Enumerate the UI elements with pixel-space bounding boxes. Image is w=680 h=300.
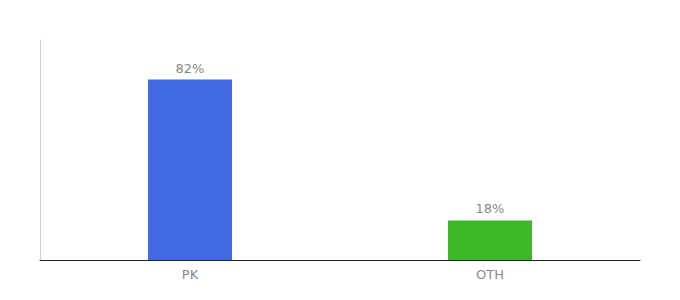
svg-text:OTH: OTH: [476, 267, 504, 282]
svg-text:PK: PK: [182, 267, 199, 282]
svg-text:82%: 82%: [176, 61, 205, 76]
svg-text:18%: 18%: [476, 201, 505, 216]
